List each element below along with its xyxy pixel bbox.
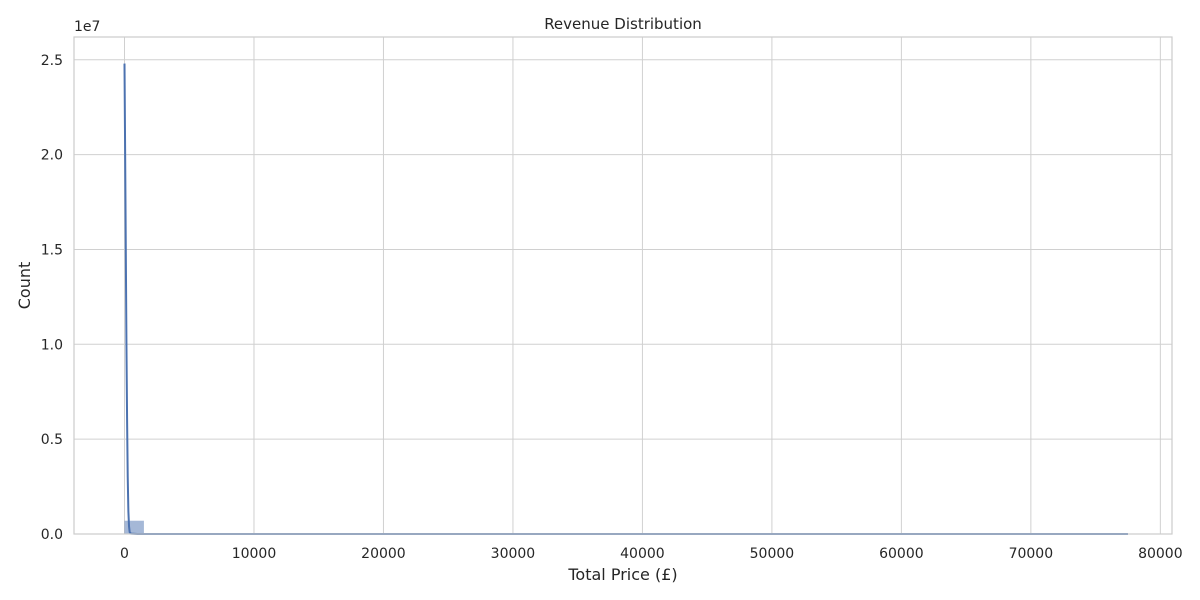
- x-tick-label: 10000: [232, 546, 277, 562]
- x-tick-label: 80000: [1138, 546, 1183, 562]
- x-tick-label: 50000: [750, 546, 795, 562]
- x-tick-label: 0: [120, 546, 129, 562]
- y-tick-label: 2.5: [41, 53, 63, 69]
- x-tick-label: 20000: [361, 546, 406, 562]
- y-tick-label: 0.0: [41, 527, 63, 543]
- y-tick-label: 1.5: [41, 242, 63, 258]
- chart-title: Revenue Distribution: [544, 15, 702, 33]
- y-tick-labels: 0.0 0.5 1.0 1.5 2.0 2.5: [41, 53, 63, 543]
- x-axis-label: Total Price (£): [567, 565, 677, 584]
- y-tick-label: 0.5: [41, 432, 63, 448]
- y-axis-label: Count: [15, 262, 34, 310]
- x-tick-label: 40000: [620, 546, 665, 562]
- x-gridlines: [123, 37, 1161, 534]
- y-tick-label: 1.0: [41, 337, 63, 353]
- y-tick-label: 2.0: [41, 148, 63, 164]
- x-tick-label: 60000: [879, 546, 924, 562]
- histogram-bar: [124, 520, 144, 534]
- x-tick-label: 30000: [491, 546, 536, 562]
- y-offset-label: 1e7: [74, 19, 100, 35]
- x-tick-labels: 0 10000 20000 30000 40000 50000 60000 70000 8000…: [120, 546, 1183, 562]
- x-tick-label: 70000: [1009, 546, 1054, 562]
- plot-frame: [73, 36, 1173, 535]
